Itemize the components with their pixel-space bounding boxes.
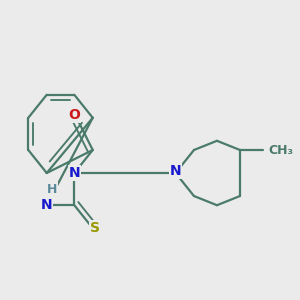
Text: O: O [68, 109, 80, 122]
Text: CH₃: CH₃ [269, 143, 294, 157]
Text: S: S [90, 221, 100, 235]
Text: N: N [68, 166, 80, 180]
Text: N: N [41, 198, 52, 212]
Text: N: N [170, 164, 182, 178]
Text: H: H [47, 183, 58, 196]
